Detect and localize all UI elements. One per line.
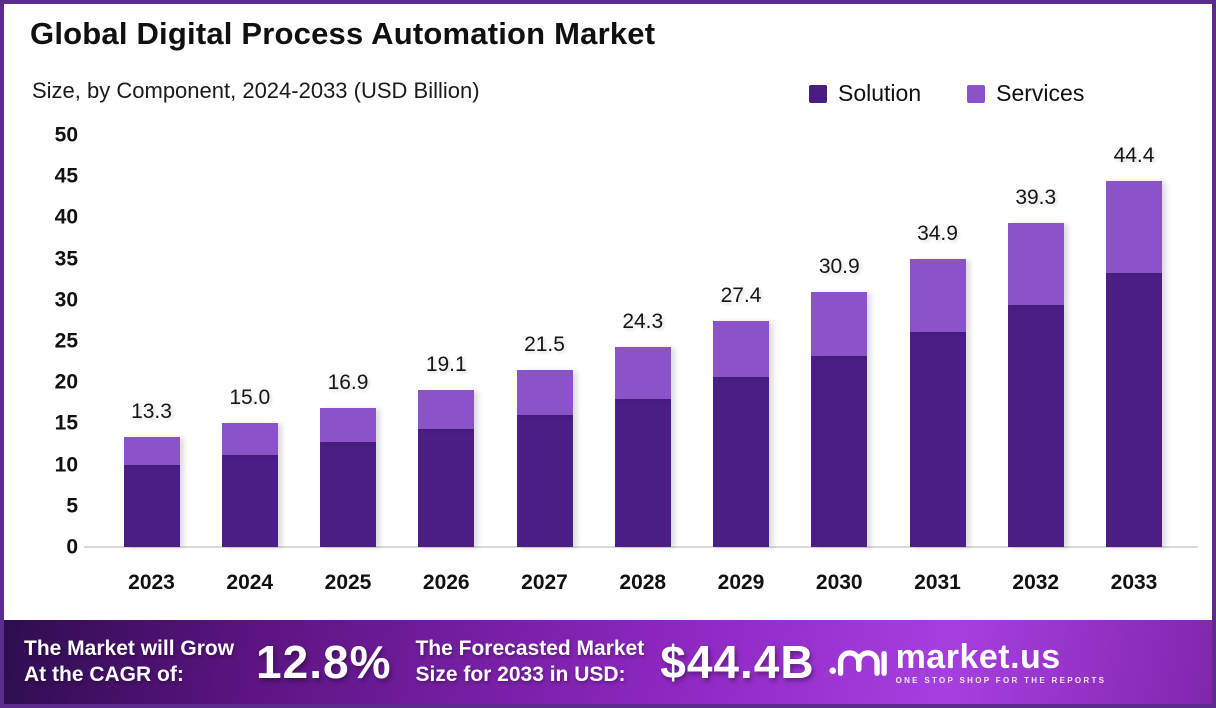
y-tick-label: 40	[54, 205, 78, 229]
bar-segment-services-2024	[221, 423, 278, 455]
bar-segment-solution-2024	[221, 454, 278, 547]
brand-tagline: ONE STOP SHOP FOR THE REPORTS	[895, 675, 1107, 685]
chart-legend: Solution Services	[809, 80, 1084, 107]
x-tick-label: 2023	[128, 571, 175, 594]
brand-logo: market.us ONE STOP SHOP FOR THE REPORTS	[828, 640, 1107, 685]
y-tick-label: 5	[66, 494, 78, 518]
bar-total-label: 30.9	[818, 255, 860, 279]
bar-segment-solution-2027	[516, 415, 573, 547]
x-tick-label: 2026	[422, 571, 470, 594]
marketus-logo-icon	[828, 650, 887, 676]
legend-swatch-services-icon	[967, 84, 986, 103]
cagr-label: The Market will Grow At the CAGR of:	[24, 636, 235, 686]
bar-total-label: 15.0	[229, 386, 271, 410]
x-axis-line	[84, 546, 1198, 548]
x-tick-label: 2025	[324, 571, 372, 594]
bar-segment-services-2030	[811, 292, 868, 356]
bar-total-label: 19.1	[425, 352, 467, 376]
forecast-value: $44.4B	[660, 636, 815, 688]
bar-segment-solution-2032	[1007, 304, 1064, 547]
footer-banner: The Market will Grow At the CAGR of: 12.…	[4, 620, 1212, 704]
legend-swatch-solution-icon	[809, 84, 827, 103]
bar-segment-services-2032	[1007, 223, 1064, 305]
bar-total-label: 39.3	[1015, 186, 1057, 210]
bar-total-label: 21.5	[524, 332, 565, 356]
x-tick-label: 2031	[914, 571, 961, 594]
bar-total-label: 27.4	[720, 284, 762, 308]
y-tick-label: 0	[66, 535, 78, 559]
page-title: Global Digital Process Automation Market	[30, 16, 656, 51]
bar-segment-services-2023	[123, 437, 180, 465]
bar-segment-solution-2033	[1106, 272, 1162, 547]
bar-segment-solution-2028	[614, 398, 671, 547]
bar-segment-solution-2025	[320, 442, 376, 547]
x-tick-label: 2030	[815, 571, 863, 594]
stacked-bar-chart: 0 5 10 15 20 25 30 35 40 45 50 13.3 2023 15.0 2024 16.9…	[4, 4, 1212, 704]
y-tick-label: 35	[54, 247, 78, 271]
bar-segment-solution-2029	[713, 377, 769, 547]
brand-text: market.us ONE STOP SHOP FOR THE REPORTS	[896, 640, 1107, 685]
brand-name: market.us	[895, 637, 1061, 676]
bar-segment-services-2027	[516, 369, 573, 416]
bar-segment-services-2028	[614, 346, 671, 399]
y-tick-label: 10	[54, 453, 78, 477]
bar-segment-services-2033	[1106, 181, 1162, 273]
bar-segment-solution-2031	[909, 331, 966, 547]
legend-label-solution: Solution	[838, 80, 922, 106]
bar-segment-solution-2030	[811, 355, 868, 547]
legend-label-services: Services	[996, 80, 1085, 106]
bar-segment-services-2029	[713, 321, 769, 378]
bar-segment-services-2031	[909, 259, 966, 332]
y-tick-label: 30	[54, 288, 78, 312]
y-tick-label: 25	[54, 329, 78, 353]
bar-segment-solution-2026	[418, 429, 475, 547]
bar-segment-services-2025	[320, 407, 376, 443]
legend-item-solution: Solution	[809, 80, 921, 107]
x-tick-label: 2027	[521, 571, 568, 594]
bar-segment-services-2026	[418, 389, 475, 430]
x-tick-label: 2028	[619, 571, 667, 594]
y-tick-label: 15	[54, 411, 78, 435]
y-tick-label: 45	[54, 164, 78, 188]
x-tick-label: 2033	[1110, 571, 1158, 594]
bar-total-label: 16.9	[327, 370, 369, 394]
y-tick-label: 20	[54, 370, 78, 394]
bar-total-label: 34.9	[917, 222, 958, 246]
chart-subtitle: Size, by Component, 2024-2033 (USD Billi…	[32, 78, 480, 103]
legend-item-services: Services	[967, 80, 1084, 107]
bar-total-label: 44.4	[1113, 144, 1155, 168]
x-tick-label: 2029	[717, 571, 765, 594]
x-tick-label: 2032	[1012, 571, 1060, 594]
forecast-label: The Forecasted Market Size for 2033 in U…	[415, 636, 645, 686]
bar-total-label: 24.3	[622, 309, 664, 333]
y-tick-label: 50	[54, 123, 78, 147]
bar-total-label: 13.3	[131, 400, 172, 424]
cagr-value: 12.8%	[256, 636, 392, 688]
bar-segment-solution-2023	[123, 464, 180, 547]
x-tick-label: 2024	[226, 571, 274, 594]
